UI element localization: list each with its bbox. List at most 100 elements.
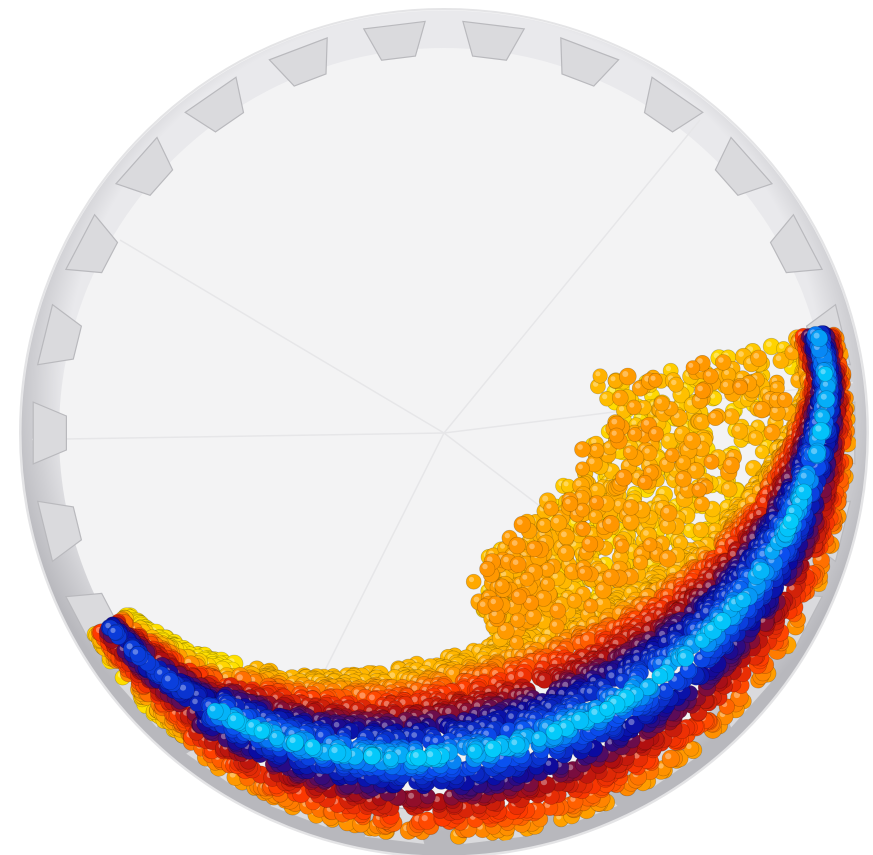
particle xyxy=(694,382,711,400)
particle-highlight xyxy=(705,371,712,377)
particle xyxy=(575,461,590,477)
particle-highlight xyxy=(577,444,583,450)
particle-highlight xyxy=(753,352,760,359)
particle-highlight xyxy=(615,500,621,507)
particle-highlight xyxy=(643,530,649,536)
particle xyxy=(526,540,543,558)
particle-highlight xyxy=(512,559,519,565)
particle-highlight xyxy=(646,467,652,473)
particle-highlight xyxy=(490,598,496,605)
particle-highlight xyxy=(479,601,486,607)
particle-highlight xyxy=(560,547,567,554)
particle-highlight xyxy=(567,566,573,573)
particle-highlight xyxy=(723,484,730,490)
particle-highlight xyxy=(748,496,754,503)
particle-highlight xyxy=(611,418,618,425)
particle-highlight xyxy=(738,351,744,357)
particle xyxy=(525,608,542,626)
drum-lifter xyxy=(114,136,174,196)
particle-highlight xyxy=(500,543,505,549)
particle xyxy=(543,500,559,517)
particle xyxy=(618,367,637,386)
drum-lifter xyxy=(36,500,83,563)
particle xyxy=(664,447,680,463)
particle-highlight xyxy=(631,420,637,426)
particle xyxy=(602,515,620,533)
particle-highlight xyxy=(696,416,703,423)
particle-highlight xyxy=(697,385,703,392)
particle-highlight xyxy=(597,584,604,591)
particle-highlight xyxy=(591,498,598,504)
particle-highlight xyxy=(678,458,684,464)
particle xyxy=(622,445,638,461)
particle-highlight xyxy=(635,383,641,389)
particle-highlight xyxy=(504,532,510,539)
particle-highlight xyxy=(529,543,535,550)
particle-highlight xyxy=(605,443,611,449)
particle-highlight xyxy=(577,505,583,511)
particle xyxy=(747,430,764,446)
particle-highlight xyxy=(513,591,520,598)
particle xyxy=(592,368,608,384)
particle-highlight xyxy=(512,638,517,643)
particle-highlight xyxy=(597,599,604,606)
drum-lifter xyxy=(36,303,83,366)
particle xyxy=(611,389,629,407)
particle xyxy=(575,521,591,537)
particle-highlight xyxy=(546,503,552,509)
particle-highlight xyxy=(583,635,589,641)
particle-highlight xyxy=(664,435,670,442)
particle xyxy=(513,515,531,534)
particle-highlight xyxy=(665,753,672,760)
particle-highlight xyxy=(500,625,507,632)
particle-highlight xyxy=(517,671,524,678)
particle xyxy=(637,474,653,491)
particle-highlight xyxy=(645,540,651,546)
particle xyxy=(602,568,620,586)
particle xyxy=(674,470,692,488)
particle-highlight xyxy=(618,472,625,479)
particle xyxy=(562,495,579,512)
particle xyxy=(732,379,748,396)
particle-highlight xyxy=(787,347,793,353)
particle-highlight xyxy=(595,371,601,377)
facet-line xyxy=(443,119,701,434)
particle xyxy=(557,528,575,546)
particle xyxy=(648,426,664,442)
particle-highlight xyxy=(656,398,662,404)
particle-highlight xyxy=(662,553,669,560)
particle xyxy=(588,495,605,511)
particle-highlight xyxy=(772,383,778,389)
particle-highlight xyxy=(513,615,519,621)
particle-highlight xyxy=(735,382,741,388)
particle xyxy=(750,349,768,367)
particle-highlight xyxy=(575,480,582,487)
particle-highlight xyxy=(756,509,762,516)
particle-highlight xyxy=(577,464,583,470)
particle-highlight xyxy=(528,611,534,618)
particle-highlight xyxy=(722,381,729,388)
particle-highlight xyxy=(605,571,612,578)
particle-highlight xyxy=(678,473,684,480)
particle-highlight xyxy=(503,556,509,563)
particle-highlight xyxy=(725,459,732,466)
particle-highlight xyxy=(635,557,641,563)
particle-highlight xyxy=(563,481,569,487)
particle xyxy=(540,576,556,592)
particle xyxy=(653,395,670,412)
particle-highlight xyxy=(448,669,455,676)
particle-highlight xyxy=(579,568,586,574)
particle xyxy=(574,441,591,458)
particle-highlight xyxy=(706,456,712,463)
drum-lifter xyxy=(714,136,774,196)
particle-highlight xyxy=(516,519,523,525)
particle-highlight xyxy=(724,370,729,375)
particle-highlight xyxy=(726,411,732,417)
particle-highlight xyxy=(584,539,591,545)
particle xyxy=(661,749,680,768)
particle-highlight xyxy=(482,563,488,570)
particle xyxy=(693,413,711,431)
particle-highlight xyxy=(617,541,623,547)
particle-highlight xyxy=(586,601,592,607)
particle-highlight xyxy=(522,574,528,580)
